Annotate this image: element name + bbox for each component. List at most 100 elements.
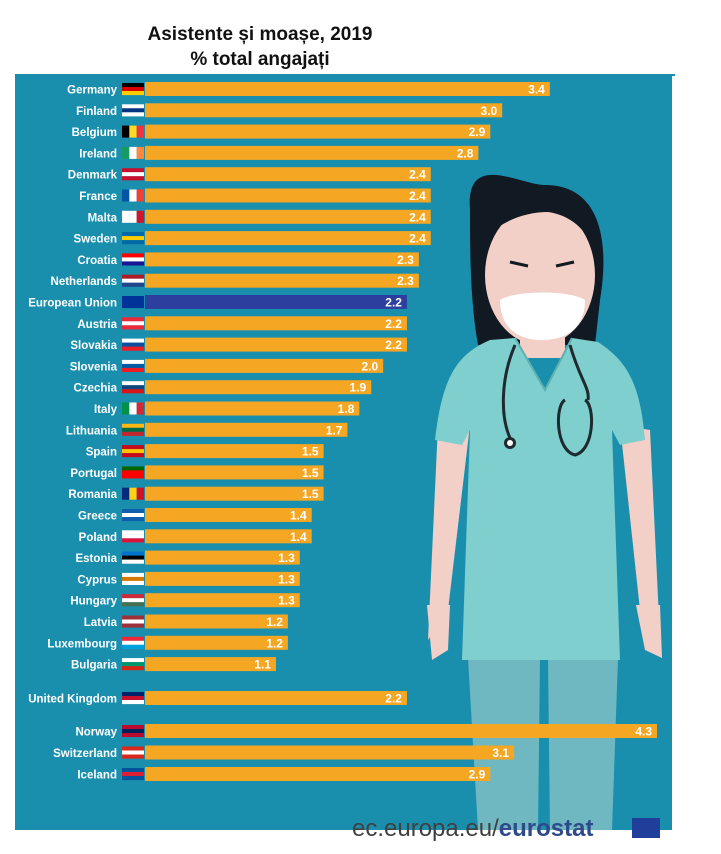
bar bbox=[145, 82, 550, 96]
bar bbox=[145, 337, 407, 352]
bars-layer: Germany 3.4 Finland 3.0 Belgium 2.9 Ireland 2.8… bbox=[28, 82, 657, 782]
bar bbox=[145, 167, 431, 182]
bar bbox=[145, 252, 419, 267]
flag-icon bbox=[122, 317, 144, 330]
data-label: 1.5 bbox=[302, 445, 319, 459]
bar bbox=[145, 188, 431, 203]
category-label: Finland bbox=[76, 106, 117, 118]
data-label: 2.4 bbox=[409, 189, 426, 203]
data-label: 2.4 bbox=[409, 232, 426, 246]
category-label: Czechia bbox=[74, 383, 118, 395]
data-label: 4.3 bbox=[635, 725, 652, 739]
data-label: 1.8 bbox=[338, 402, 355, 416]
chart-title: Asistente și moașe, 2019 % total angajaț… bbox=[100, 22, 420, 72]
flag-icon bbox=[122, 104, 144, 117]
bar bbox=[145, 767, 491, 781]
bar bbox=[145, 486, 324, 501]
data-label: 2.2 bbox=[385, 317, 402, 331]
category-label: Romania bbox=[68, 489, 117, 501]
bar-eu bbox=[145, 295, 407, 309]
flag-icon bbox=[122, 466, 144, 479]
bar bbox=[145, 401, 360, 416]
data-label: 2.9 bbox=[469, 768, 486, 782]
chart-subtitle: % total angajați bbox=[190, 49, 330, 70]
category-label: Portugal bbox=[70, 468, 117, 480]
bar bbox=[145, 614, 288, 629]
flag-icon bbox=[122, 146, 145, 159]
flag-icon bbox=[122, 487, 145, 500]
data-label: 2.2 bbox=[385, 338, 402, 352]
chart-title-line1: Asistente și moașe, 2019 bbox=[147, 24, 373, 45]
data-label: 2.0 bbox=[361, 359, 378, 373]
bar bbox=[145, 635, 288, 650]
nurse-illustration bbox=[427, 174, 662, 830]
category-label: Belgium bbox=[72, 127, 117, 139]
category-label: Bulgaria bbox=[71, 660, 118, 672]
flag-icon bbox=[122, 746, 144, 759]
footer-site: ec.europa.eu/ bbox=[352, 815, 499, 842]
category-label: Cyprus bbox=[77, 574, 117, 586]
flag-icon bbox=[122, 551, 144, 564]
flag-icon bbox=[122, 83, 144, 96]
bar bbox=[145, 691, 407, 705]
flag-icon bbox=[122, 210, 145, 223]
data-label: 1.9 bbox=[350, 381, 367, 395]
data-label: 1.5 bbox=[302, 466, 319, 480]
category-label: France bbox=[79, 191, 117, 203]
data-label: 1.5 bbox=[302, 487, 319, 501]
category-label: Germany bbox=[67, 85, 117, 97]
bar bbox=[145, 124, 491, 139]
category-label: Iceland bbox=[77, 770, 117, 782]
flag-icon bbox=[122, 125, 145, 138]
flag-icon bbox=[122, 296, 144, 309]
flag-icon bbox=[122, 509, 144, 522]
bar bbox=[145, 529, 312, 544]
flag-icon bbox=[122, 615, 144, 628]
flag-icon bbox=[122, 338, 144, 351]
flag-icon bbox=[122, 359, 144, 372]
category-label: Austria bbox=[77, 319, 117, 331]
category-label: Hungary bbox=[70, 596, 117, 608]
flag-icon bbox=[122, 445, 144, 458]
bar bbox=[145, 103, 503, 118]
flag-icon bbox=[122, 572, 144, 585]
flag-icon bbox=[122, 530, 144, 543]
data-label: 1.2 bbox=[266, 615, 283, 629]
bar bbox=[145, 508, 312, 522]
category-label: Latvia bbox=[84, 617, 118, 629]
flag-icon bbox=[122, 636, 144, 649]
data-label: 2.3 bbox=[397, 253, 414, 267]
data-label: 3.4 bbox=[528, 83, 545, 97]
footer-brand: eurostat bbox=[498, 815, 594, 842]
bar bbox=[145, 724, 657, 738]
bar bbox=[145, 444, 324, 459]
category-label: Spain bbox=[86, 447, 117, 459]
category-label: Poland bbox=[79, 532, 117, 544]
flag-icon bbox=[122, 232, 144, 245]
flag-icon bbox=[122, 253, 144, 266]
eu-flag-icon bbox=[632, 818, 660, 838]
data-label: 1.3 bbox=[278, 594, 295, 608]
bar bbox=[145, 593, 300, 608]
flag-icon bbox=[122, 594, 144, 607]
data-label: 2.4 bbox=[409, 168, 426, 182]
data-label: 1.4 bbox=[290, 509, 307, 523]
category-label: Italy bbox=[94, 404, 118, 416]
bar bbox=[145, 657, 276, 672]
category-label: Ireland bbox=[79, 148, 117, 160]
data-label: 1.3 bbox=[278, 551, 295, 565]
data-label: 1.1 bbox=[254, 658, 271, 672]
data-label: 2.2 bbox=[385, 296, 402, 310]
data-label: 2.3 bbox=[397, 274, 414, 288]
data-label: 2.2 bbox=[385, 692, 402, 706]
flag-icon bbox=[122, 274, 144, 287]
category-label: Lithuania bbox=[66, 425, 118, 437]
data-label: 2.4 bbox=[409, 210, 426, 224]
data-label: 1.4 bbox=[290, 530, 307, 544]
bar bbox=[145, 358, 384, 373]
category-label: Greece bbox=[78, 511, 117, 523]
flag-icon bbox=[122, 768, 144, 781]
category-label: Croatia bbox=[77, 255, 117, 267]
bar bbox=[145, 316, 407, 331]
